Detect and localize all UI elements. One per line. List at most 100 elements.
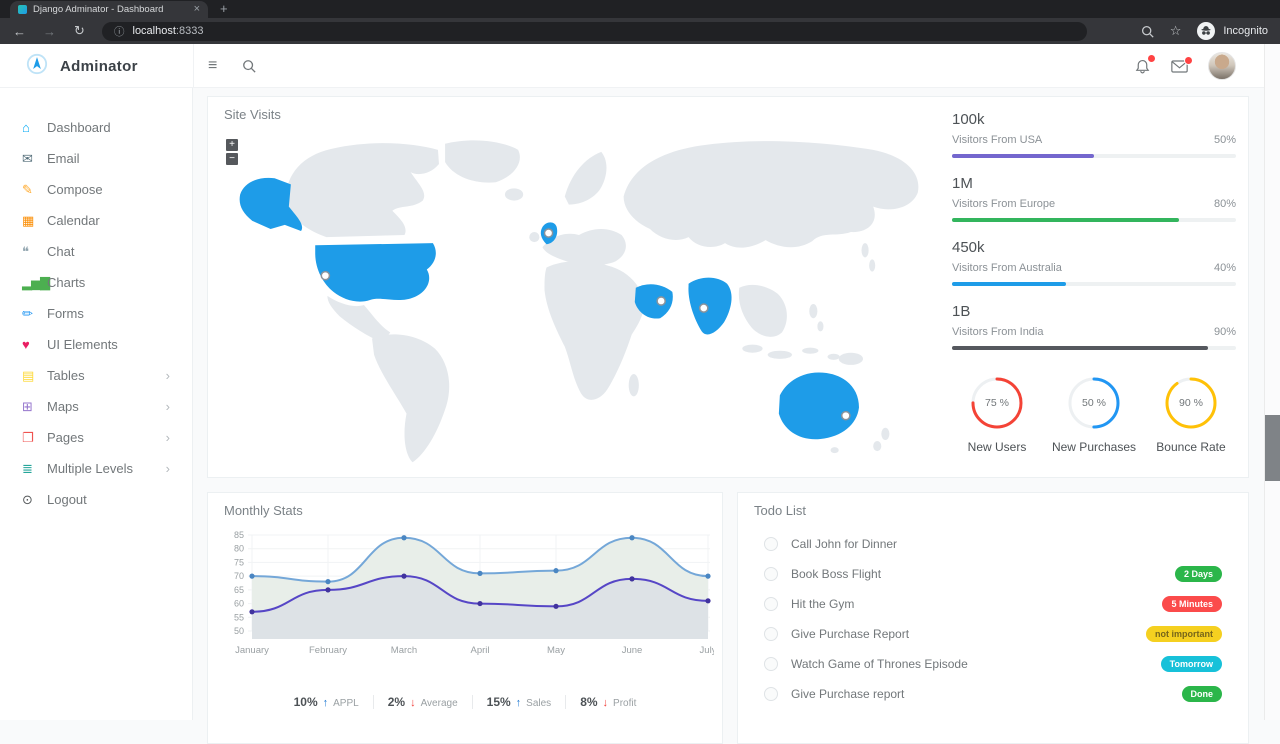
map-zoom-out-button[interactable]: − <box>226 153 238 165</box>
bell-icon <box>1135 59 1150 73</box>
map-zoom-in-button[interactable]: + <box>226 139 238 151</box>
calendar-icon: ▦ <box>22 212 34 228</box>
progress-track <box>952 154 1236 158</box>
footer-stat: 15% ↑ Sales <box>487 695 552 709</box>
stat-value: 2% <box>387 695 406 709</box>
donut-percent: 75 % <box>985 397 1009 409</box>
map-region-australia[interactable] <box>778 372 859 440</box>
map-region-saudi-arabia[interactable] <box>634 284 673 319</box>
card-title: Todo List <box>754 503 807 518</box>
brand[interactable]: Adminator <box>26 44 138 88</box>
svg-text:March: March <box>391 645 417 656</box>
tab-close-icon[interactable]: × <box>193 3 200 15</box>
sidebar-item-label: Calendar <box>47 213 100 228</box>
map-region-united-states[interactable] <box>315 243 436 302</box>
todo-label: Call John for Dinner <box>791 537 898 551</box>
user-avatar[interactable] <box>1208 52 1236 80</box>
ui-elements-icon: ♥ <box>22 337 30 352</box>
sidebar-item-calendar[interactable]: ▦ Calendar <box>0 205 192 236</box>
sidebar-item-pages[interactable]: ❐ Pages › <box>0 422 192 453</box>
visitor-label: Visitors From USA <box>952 134 1043 146</box>
sidebar-item-label: Pages <box>47 430 84 445</box>
progress-fill <box>952 218 1180 222</box>
scrollbar-thumb[interactable] <box>1265 415 1280 481</box>
search-icon[interactable] <box>242 59 256 73</box>
sidebar-item-ui-elements[interactable]: ♥ UI Elements <box>0 329 192 360</box>
sidebar-item-dashboard[interactable]: ⌂ Dashboard <box>0 112 192 143</box>
sidebar-item-label: Dashboard <box>47 120 111 135</box>
visitor-label: Visitors From Europe <box>952 198 1056 210</box>
map-zoom-controls: + − <box>226 139 238 167</box>
svg-text:80: 80 <box>234 544 244 554</box>
todo-item: Give Purchase Report not important <box>738 619 1248 649</box>
todo-checkbox[interactable] <box>764 627 778 641</box>
svg-text:50: 50 <box>234 626 244 636</box>
incognito-label: Incognito <box>1223 25 1268 37</box>
svg-text:July: July <box>700 645 714 656</box>
map-region-alaska[interactable] <box>239 177 303 231</box>
sidebar-item-charts[interactable]: ▂▅▇ Charts <box>0 267 192 298</box>
todo-checkbox[interactable] <box>764 597 778 611</box>
todo-badge: not important <box>1146 626 1222 642</box>
todo-list: Call John for Dinner Book Boss Flight 2 … <box>738 529 1248 709</box>
header-right-actions <box>1134 44 1236 88</box>
footer-divider <box>372 695 374 709</box>
sidebar-item-tables[interactable]: ▤ Tables › <box>0 360 192 391</box>
visitor-count: 1M <box>952 175 973 192</box>
sidebar-item-email[interactable]: ✉ Email <box>0 143 192 174</box>
address-bar[interactable]: ⓘ localhost:8333 <box>102 21 1087 41</box>
stat-label: Profit <box>613 698 637 709</box>
donut-label: New Purchases <box>1051 440 1137 454</box>
new-tab-button[interactable]: + <box>220 1 228 16</box>
zoom-search-icon[interactable] <box>1141 25 1154 38</box>
layers-icon: ≣ <box>22 460 33 476</box>
todo-label: Book Boss Flight <box>791 567 882 581</box>
sidebar-item-label: Maps <box>47 399 79 414</box>
sidebar: ⌂ Dashboard ✉ Email ✎ Compose ▦ Calendar… <box>0 88 193 720</box>
todo-label: Give Purchase report <box>791 687 905 701</box>
todo-item: Watch Game of Thrones Episode Tomorrow <box>738 649 1248 679</box>
sidebar-item-label: Tables <box>47 368 85 383</box>
trend-arrow-icon: ↑ <box>515 697 522 709</box>
sidebar-item-maps[interactable]: ⊞ Maps › <box>0 391 192 422</box>
sidebar-menu: ⌂ Dashboard ✉ Email ✎ Compose ▦ Calendar… <box>0 112 192 515</box>
todo-checkbox[interactable] <box>764 687 778 701</box>
todo-label: Hit the Gym <box>791 597 855 611</box>
page-info-icon[interactable]: ⓘ <box>114 25 125 38</box>
messages-button[interactable] <box>1171 55 1193 73</box>
stat-value: 10% <box>293 695 318 709</box>
visitor-stat-block: 450k Visitors From Australia 40% <box>952 239 1236 286</box>
sidebar-item-multiple-levels[interactable]: ≣ Multiple Levels › <box>0 453 192 484</box>
bookmark-star-icon[interactable]: ☆ <box>1169 23 1182 38</box>
svg-text:April: April <box>470 645 489 656</box>
progress-fill <box>952 154 1094 158</box>
svg-text:February: February <box>309 645 347 656</box>
map-region-india[interactable] <box>688 277 732 335</box>
svg-text:85: 85 <box>234 530 244 540</box>
page-scrollbar[interactable] <box>1264 44 1280 720</box>
todo-checkbox[interactable] <box>764 537 778 551</box>
power-icon: ⊙ <box>22 491 33 507</box>
browser-tab-strip: Django Adminator - Dashboard × + <box>0 0 1280 18</box>
menu-toggle-icon[interactable]: ≡ <box>208 57 218 74</box>
browser-tab[interactable]: Django Adminator - Dashboard × <box>10 1 208 18</box>
notifications-button[interactable] <box>1134 53 1156 75</box>
sidebar-item-chat[interactable]: ❝ Chat <box>0 236 192 267</box>
sidebar-item-logout[interactable]: ⊙ Logout <box>0 484 192 515</box>
chevron-right-icon: › <box>165 399 170 414</box>
reload-icon[interactable]: ↻ <box>74 23 85 38</box>
email-icon: ✉ <box>22 150 33 166</box>
todo-checkbox[interactable] <box>764 657 778 671</box>
donut-label: New Users <box>967 440 1027 454</box>
sidebar-item-forms[interactable]: ✏ Forms <box>0 298 192 329</box>
todo-checkbox[interactable] <box>764 567 778 581</box>
world-map[interactable] <box>230 131 930 471</box>
todo-item: Give Purchase report Done <box>738 679 1248 709</box>
visitor-stat-block: 1M Visitors From Europe 80% <box>952 175 1236 222</box>
forward-icon[interactable]: → <box>43 23 56 39</box>
sidebar-item-compose[interactable]: ✎ Compose <box>0 174 192 205</box>
incognito-profile-chip[interactable]: Incognito <box>1197 22 1268 40</box>
back-icon[interactable]: ← <box>13 23 26 39</box>
map-markers <box>320 228 851 421</box>
sidebar-item-label: Logout <box>47 492 87 507</box>
